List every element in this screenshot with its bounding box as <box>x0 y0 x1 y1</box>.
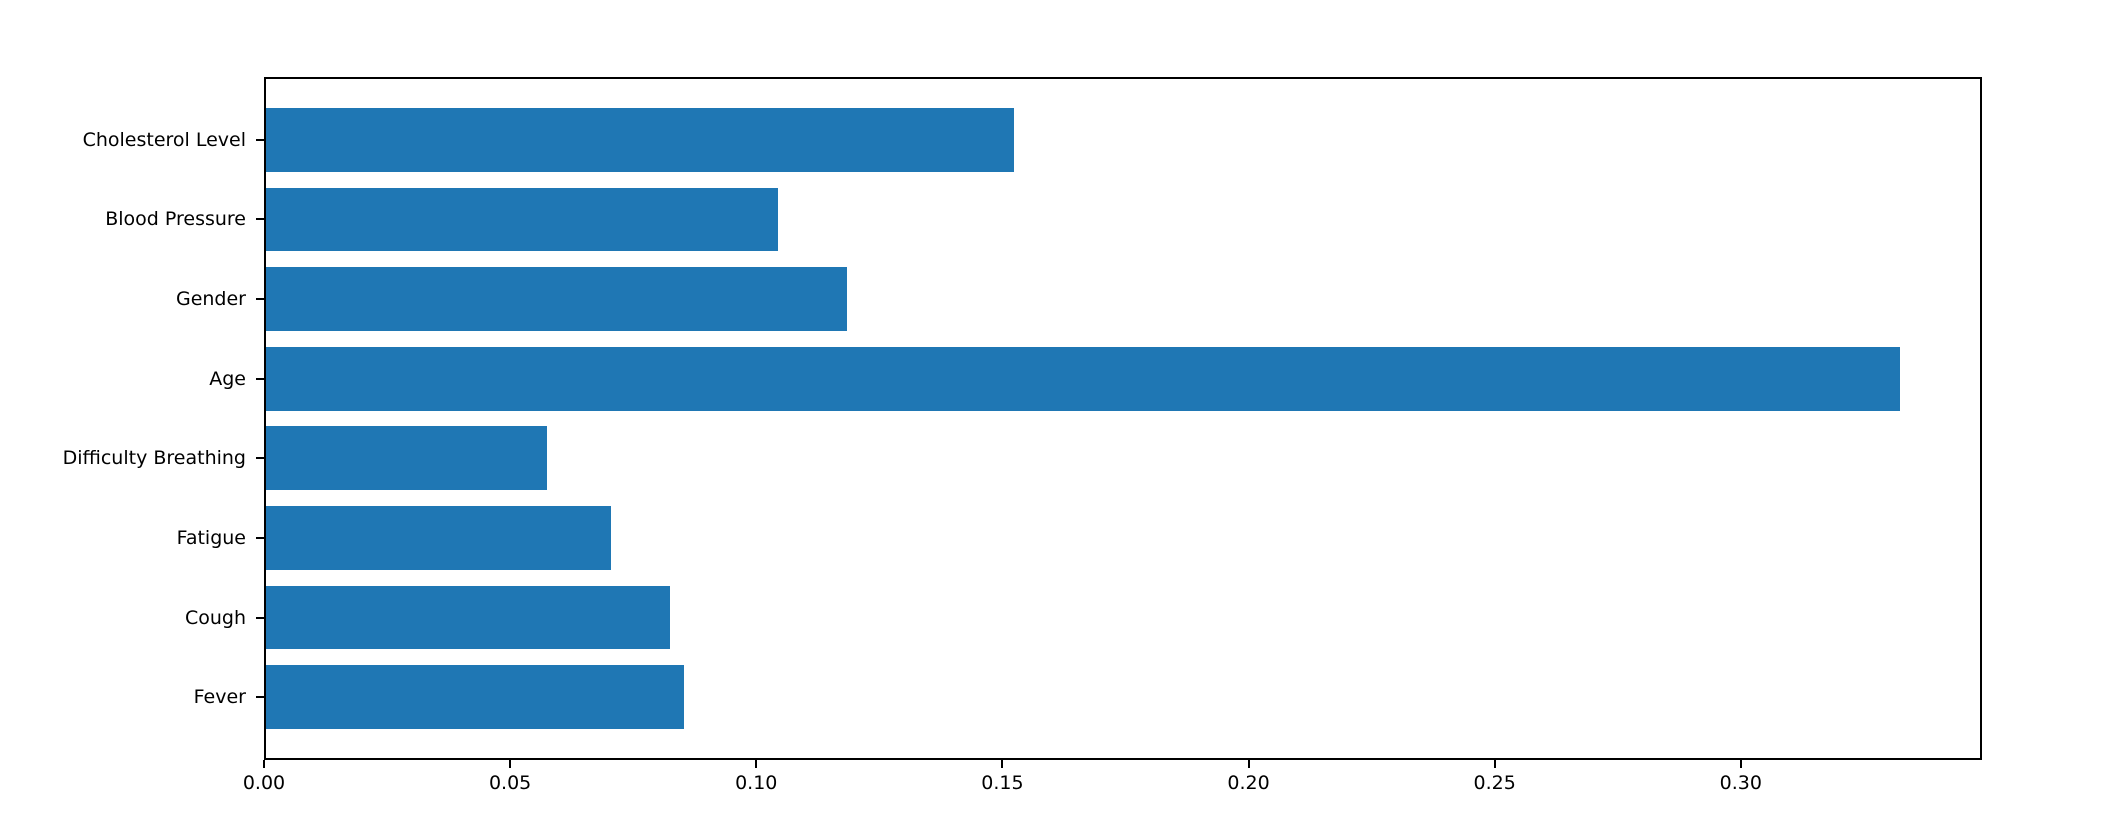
bar-fever <box>266 665 685 729</box>
x-tick-label-0.25: 0.25 <box>1473 772 1516 794</box>
x-tick-mark-0.05 <box>509 760 512 768</box>
plot-area <box>264 77 1982 760</box>
bar-blood-pressure <box>266 187 778 252</box>
y-tick-label-cholesterol-level: Cholesterol Level <box>82 128 246 151</box>
x-tick-mark-0.10 <box>755 760 758 768</box>
y-tick-mark-cough <box>256 616 264 619</box>
x-tick-label-0.00: 0.00 <box>242 772 286 794</box>
x-tick-label-0.15: 0.15 <box>981 772 1024 794</box>
y-tick-label-cough: Cough <box>184 606 246 629</box>
bar-age <box>266 346 1901 411</box>
x-tick-mark-0.30 <box>1739 760 1742 768</box>
bar-cholesterol-level <box>266 108 1015 172</box>
x-tick-label-0.10: 0.10 <box>735 772 778 794</box>
y-tick-label-age: Age <box>209 367 246 390</box>
y-tick-mark-fever <box>256 696 264 699</box>
y-tick-label-fatigue: Fatigue <box>176 526 246 549</box>
y-tick-mark-fatigue <box>256 536 264 539</box>
bar-cough <box>266 585 670 650</box>
x-tick-mark-0.25 <box>1493 760 1496 768</box>
x-tick-label-0.30: 0.30 <box>1719 772 1762 794</box>
x-tick-label-0.05: 0.05 <box>488 772 532 794</box>
x-tick-mark-0.20 <box>1247 760 1250 768</box>
y-tick-label-blood-pressure: Blood Pressure <box>105 208 246 231</box>
y-tick-label-fever: Fever <box>193 686 246 709</box>
bar-difficulty-breathing <box>266 426 547 491</box>
y-tick-mark-gender <box>256 298 264 301</box>
bar-gender <box>266 267 847 331</box>
y-tick-label-difficulty-breathing: Difficulty Breathing <box>62 447 246 470</box>
y-tick-mark-age <box>256 377 264 380</box>
y-tick-mark-blood-pressure <box>256 218 264 221</box>
y-tick-mark-difficulty-breathing <box>256 457 264 460</box>
x-tick-mark-0.00 <box>263 760 265 768</box>
x-tick-label-0.20: 0.20 <box>1227 772 1270 794</box>
bar-fatigue <box>266 506 611 570</box>
y-tick-label-gender: Gender <box>175 288 246 311</box>
x-tick-mark-0.15 <box>1001 760 1004 768</box>
y-tick-mark-cholesterol-level <box>256 138 264 141</box>
